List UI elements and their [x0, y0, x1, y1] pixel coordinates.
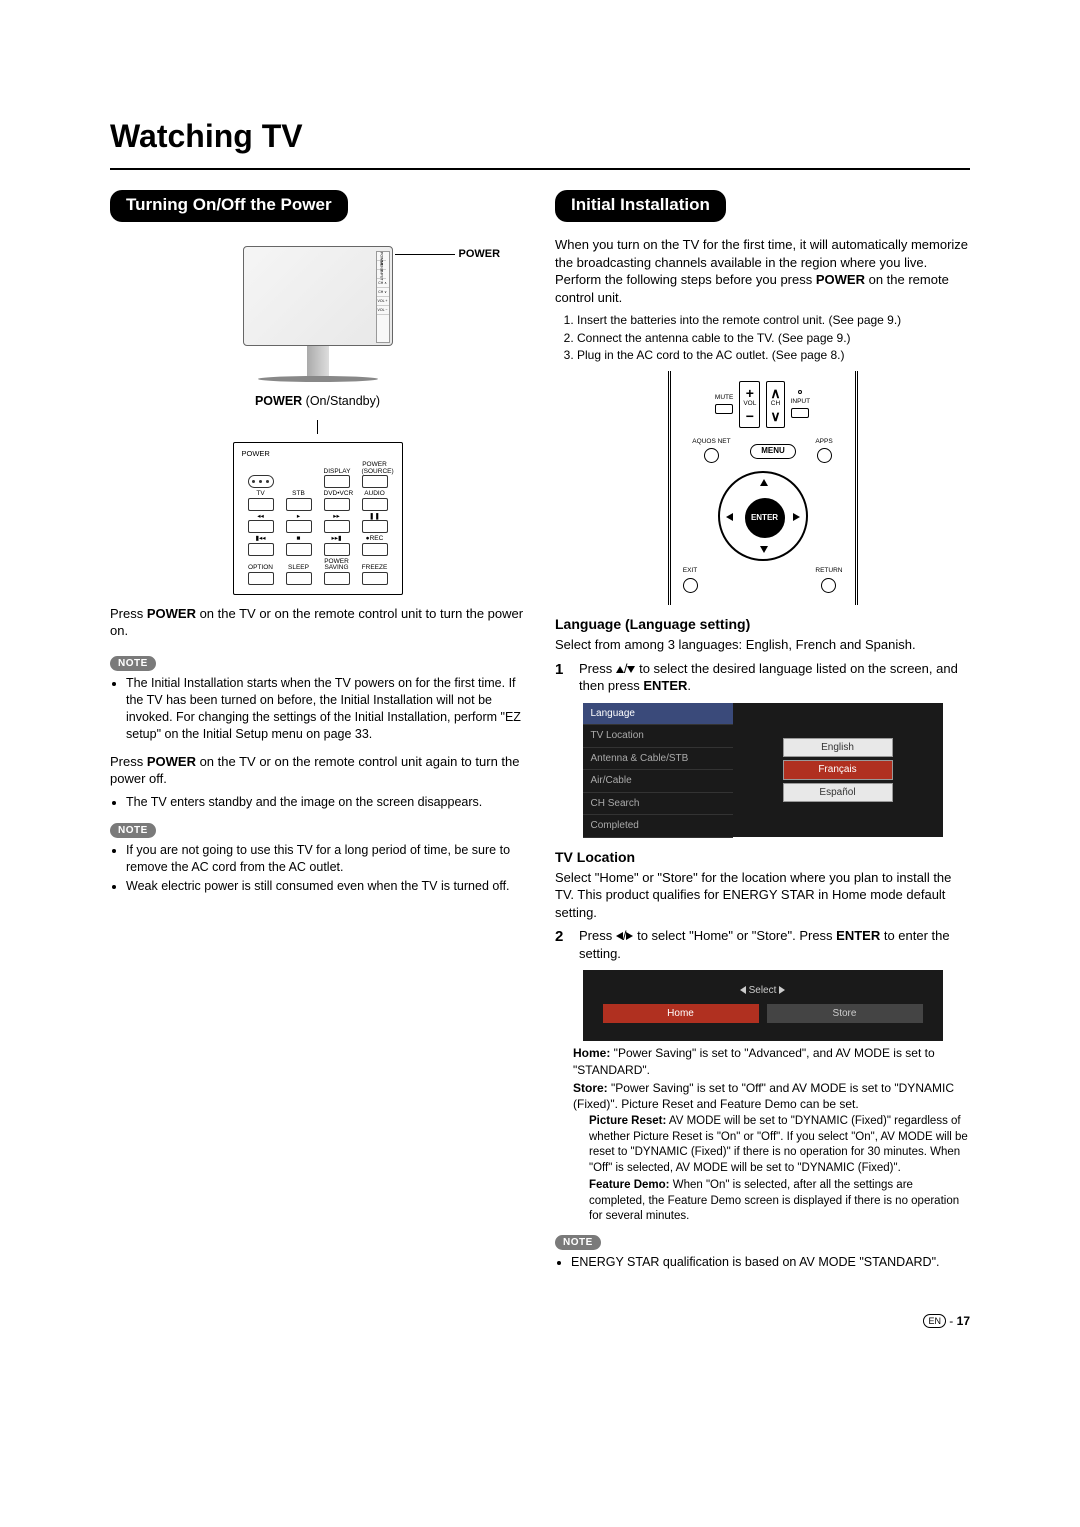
language-menu-mock: Language English Français Español TV Loc… [583, 703, 943, 838]
section-heading-power: Turning On/Off the Power [110, 190, 348, 222]
page-footer: EN - 17 [110, 1313, 970, 1329]
step-1: 1 Press / to select the desired language… [555, 660, 970, 695]
note-badge: NOTE [110, 823, 156, 839]
step-2: 2 Press / to select "Home" or "Store". P… [555, 927, 970, 962]
note3-list: ENERGY STAR qualification is based on AV… [555, 1254, 970, 1271]
power-callout-label: POWER [459, 247, 501, 262]
home-def: Home: "Power Saving" is set to "Advanced… [573, 1045, 970, 1077]
note-badge: NOTE [110, 656, 156, 672]
title-rule [110, 168, 970, 170]
two-column-layout: Turning On/Off the Power POWER MENU INPU… [110, 190, 970, 1273]
feature-demo-def: Feature Demo: When "On" is selected, aft… [589, 1178, 970, 1225]
page-title: Watching TV [110, 115, 970, 158]
dpad: ENTER [718, 471, 808, 561]
intro-steps: Insert the batteries into the remote con… [555, 312, 970, 363]
note2-list: If you are not going to use this TV for … [110, 842, 525, 895]
remote-illustration-main: MUTE +VOL− ∧CH∨ INPUT AQUOS NET MENU APP… [668, 371, 858, 605]
language-body: Select from among 3 languages: English, … [555, 636, 970, 654]
left-column: Turning On/Off the Power POWER MENU INPU… [110, 190, 525, 1273]
right-column: Initial Installation When you turn on th… [555, 190, 970, 1273]
press-power-on-text: Press POWER on the TV or on the remote c… [110, 605, 525, 640]
power-caption: POWER (On/Standby) [110, 393, 525, 410]
language-heading: Language (Language setting) [555, 615, 970, 634]
remote-illustration-top: POWER DISPLAY POWER (SOURCE) TV STB DVD•… [233, 442, 403, 595]
intro-text: When you turn on the TV for the first ti… [555, 236, 970, 306]
tv-illustration: POWER MENU INPUT CH ∧ CH ∨ VOL + VOL − P… [110, 246, 525, 387]
section-heading-install: Initial Installation [555, 190, 726, 222]
note1-list: The Initial Installation starts when the… [110, 675, 525, 743]
tv-side-buttons: POWER MENU INPUT CH ∧ CH ∨ VOL + VOL − [376, 251, 390, 343]
note-badge: NOTE [555, 1235, 601, 1251]
picture-reset-def: Picture Reset: AV MODE will be set to "D… [589, 1114, 970, 1176]
tvlocation-heading: TV Location [555, 848, 970, 867]
store-def: Store: "Power Saving" is set to "Off" an… [573, 1080, 970, 1112]
off-list: The TV enters standby and the image on t… [110, 794, 525, 811]
tvlocation-body: Select "Home" or "Store" for the locatio… [555, 869, 970, 922]
press-power-off-text: Press POWER on the TV or on the remote c… [110, 753, 525, 788]
location-menu-mock: Select Home Store [583, 970, 943, 1041]
